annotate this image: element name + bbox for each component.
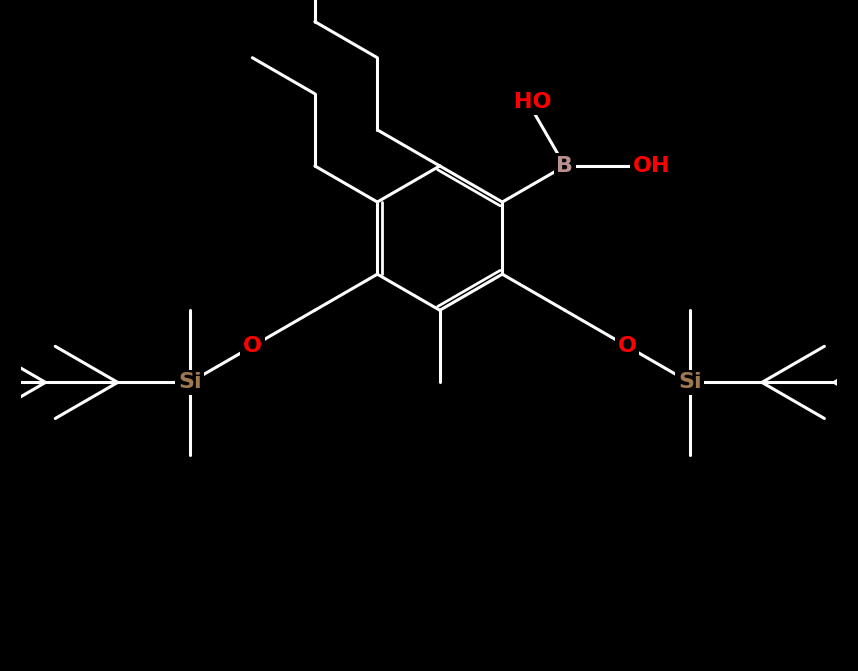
Text: O: O (618, 336, 637, 356)
Text: Si: Si (678, 372, 702, 393)
Text: O: O (243, 336, 262, 356)
Text: HO: HO (514, 93, 551, 113)
Text: B: B (556, 156, 573, 176)
Text: Si: Si (178, 372, 202, 393)
Text: OH: OH (632, 156, 670, 176)
